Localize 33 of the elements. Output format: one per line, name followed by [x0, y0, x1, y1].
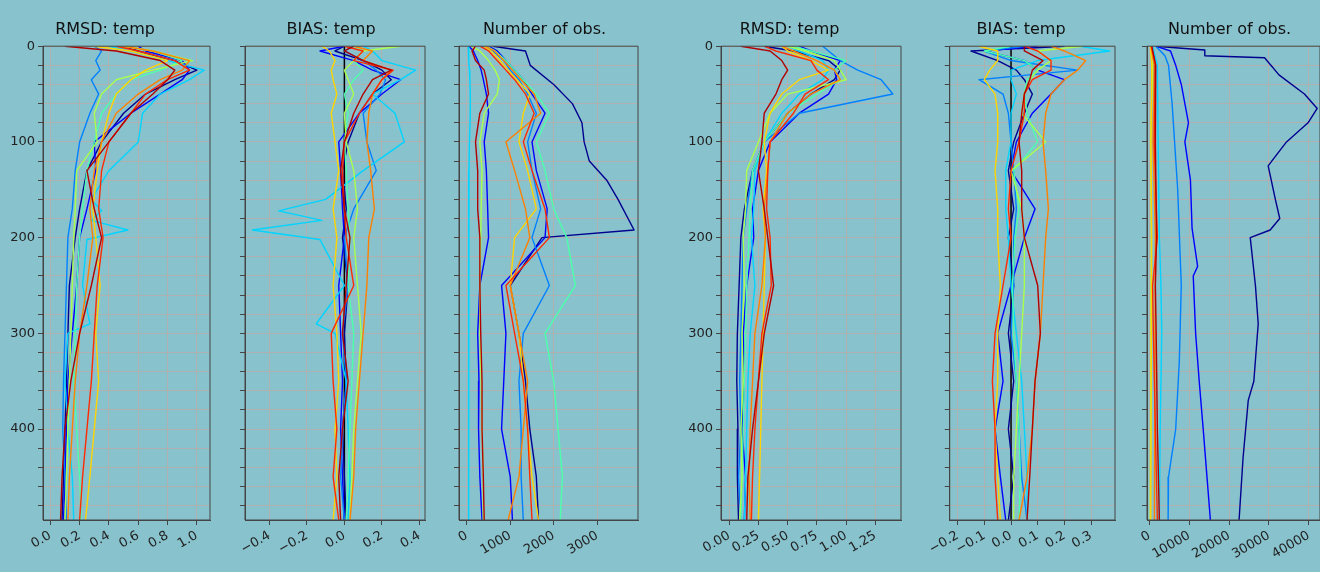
- chart-title: Number of obs.: [1167, 18, 1292, 38]
- x-tick-label: 0.4: [86, 527, 113, 551]
- y-tick-label: 0: [26, 37, 35, 53]
- y-tick-label: 200: [10, 229, 35, 245]
- x-tick-label: −0.4: [237, 527, 273, 557]
- y-tick-label: 400: [10, 420, 35, 436]
- x-tick-label: 0.8: [145, 527, 171, 551]
- chart-title: Number of obs.: [482, 18, 607, 38]
- chart-title: RMSD: temp: [55, 18, 155, 38]
- x-tick-label: 0.0: [28, 527, 54, 551]
- x-tick-label: 0.2: [1042, 527, 1068, 551]
- x-tick-label: 0: [1137, 527, 1153, 545]
- x-tick-label: 0.2: [359, 527, 386, 551]
- x-tick-label: 0.6: [116, 527, 142, 551]
- chart-title: BIAS: temp: [976, 18, 1066, 38]
- y-tick-label: 300: [688, 324, 713, 340]
- y-tick-label: 100: [688, 133, 713, 149]
- x-tick-label: 0.0: [988, 527, 1015, 551]
- x-tick-label: 0.1: [1015, 527, 1041, 551]
- y-tick-label: 0: [704, 37, 713, 53]
- x-tick-label: 0.4: [397, 527, 423, 551]
- y-tick-label: 200: [688, 229, 713, 245]
- chart-title: RMSD: temp: [739, 18, 840, 38]
- y-tick-label: 300: [10, 324, 35, 340]
- x-tick-label: 0.0: [322, 527, 348, 551]
- y-tick-label: 100: [10, 133, 35, 149]
- x-tick-label: 0.3: [1068, 527, 1095, 551]
- y-tick-label: 400: [688, 420, 713, 436]
- x-tick-label: 1.0: [174, 527, 200, 551]
- x-tick-label: −0.2: [275, 527, 311, 557]
- x-tick-label: 0.2: [57, 527, 83, 551]
- x-tick-label: 0: [455, 527, 471, 545]
- chart-title: BIAS: temp: [286, 18, 376, 38]
